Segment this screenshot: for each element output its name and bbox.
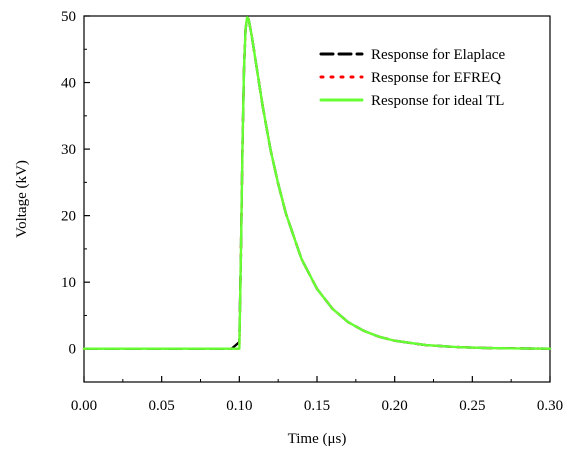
plot-area xyxy=(83,15,551,383)
x-tick-label: 0.10 xyxy=(226,398,252,414)
legend-entry: Response for ideal TL xyxy=(371,93,504,109)
y-axis: 0 10 20 30 40 50 xyxy=(61,9,90,383)
x-tick-label: 0.25 xyxy=(459,398,485,414)
y-tick-label: 40 xyxy=(61,76,76,92)
y-tick-label: 30 xyxy=(61,142,76,158)
x-tick-label: 0.05 xyxy=(149,398,175,414)
x-tick-label: 0.15 xyxy=(304,398,330,414)
legend-entry: Response for Elaplace xyxy=(371,47,505,63)
x-tick-label: 0.30 xyxy=(537,398,563,414)
series-line-3 xyxy=(82,16,552,350)
legend: Response for Elaplace Response for EFREQ R… xyxy=(319,47,505,109)
legend-entry: Response for EFREQ xyxy=(371,70,501,86)
series-layer xyxy=(82,16,552,350)
y-tick-label: 10 xyxy=(61,275,76,291)
x-axis: 0.00 0.05 0.10 0.15 0.20 0.25 0.30 xyxy=(71,376,563,414)
y-axis-label: Voltage (kV) xyxy=(14,160,30,238)
y-tick-label: 20 xyxy=(61,209,76,225)
x-tick-label: 0.20 xyxy=(382,398,408,414)
x-axis-label: Time (μs) xyxy=(288,431,347,447)
y-tick-label: 50 xyxy=(61,9,76,25)
y-tick-label: 0 xyxy=(69,342,77,358)
x-tick-label: 0.00 xyxy=(71,398,97,414)
